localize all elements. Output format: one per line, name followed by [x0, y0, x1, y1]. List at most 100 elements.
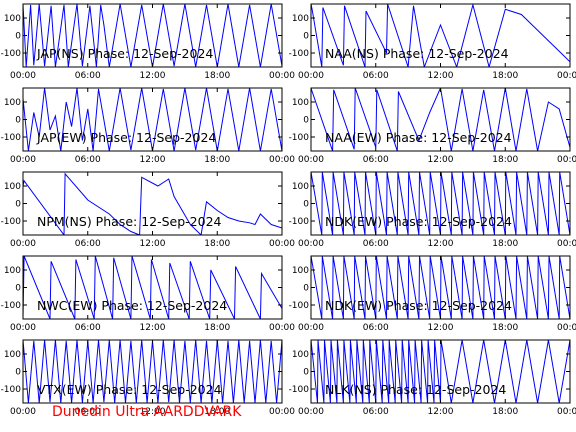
y-tick-label: -100 — [289, 217, 310, 227]
y-tick-label: 100 — [292, 266, 309, 276]
x-tick-label: 00:00 — [269, 155, 295, 165]
x-tick-label: 00:00 — [269, 407, 295, 417]
y-tick-label: -100 — [289, 301, 310, 311]
x-tick-label: 12:00 — [140, 71, 166, 81]
x-tick-label: 18:00 — [204, 407, 230, 417]
y-tick-label: 0 — [303, 368, 309, 378]
x-tick-label: 00:00 — [298, 407, 324, 417]
x-tick-label: 12:00 — [428, 323, 454, 333]
x-tick-label: 00:00 — [557, 155, 576, 165]
x-tick-label: 12:00 — [428, 407, 454, 417]
x-tick-label: 18:00 — [492, 407, 518, 417]
x-tick-label: 00:00 — [269, 239, 295, 249]
chart-title: JAP(EW) Phase: 12-Sep-2024 — [36, 130, 216, 145]
y-tick-label: 100 — [4, 14, 21, 24]
y-tick-label: -100 — [1, 385, 22, 395]
chart-title: NPM(NS) Phase: 12-Sep-2024 — [37, 214, 222, 229]
chart-panel-3: 00:00 06:00 12:00 18:00 00:00 100 0 -100 JAP(EW)… — [1, 87, 295, 165]
y-tick-label: 0 — [15, 284, 21, 294]
y-tick-label: 0 — [15, 200, 21, 210]
x-tick-label: 18:00 — [204, 239, 230, 249]
x-tick-label: 00:00 — [557, 407, 576, 417]
chart-panel-8: 00:00 06:00 12:00 18:00 00:00 100 0 -100 NDK(EW)… — [289, 255, 576, 333]
y-tick-label: 0 — [15, 32, 21, 42]
y-tick-label: -100 — [1, 133, 22, 143]
y-tick-label: -100 — [289, 49, 310, 59]
y-tick-label: 100 — [4, 182, 21, 192]
x-tick-label: 00:00 — [298, 323, 324, 333]
phase-trace — [311, 172, 570, 235]
chart-panel-10: 00:00 06:00 12:00 18:00 00:00 100 0 -100 NLK(NS)… — [289, 339, 576, 417]
x-tick-label: 00:00 — [10, 155, 36, 165]
chart-panel-1: 00:00 06:00 12:00 18:00 00:00 100 0 -100 JAP(NS)… — [1, 3, 295, 81]
y-tick-label: 100 — [4, 350, 21, 360]
x-tick-label: 18:00 — [492, 323, 518, 333]
station-label: Dunedin Ultra AARDDVARK — [52, 404, 242, 420]
x-tick-label: 00:00 — [557, 71, 576, 81]
x-tick-label: 00:00 — [298, 71, 324, 81]
x-tick-label: 00:00 — [557, 323, 576, 333]
chart-title: NAA(NS) Phase: 12-Sep-2024 — [325, 46, 509, 61]
x-tick-label: 00:00 — [269, 71, 295, 81]
x-tick-label: 06:00 — [75, 323, 101, 333]
y-tick-label: 100 — [292, 182, 309, 192]
x-tick-label: 06:00 — [363, 155, 389, 165]
y-tick-label: -100 — [1, 49, 22, 59]
phase-trace — [23, 4, 282, 67]
x-tick-label: 18:00 — [492, 239, 518, 249]
phase-trace — [23, 88, 282, 151]
y-tick-label: -100 — [1, 301, 22, 311]
chart-panel-2: 00:00 06:00 12:00 18:00 00:00 100 0 -100 NAA(NS)… — [289, 3, 576, 81]
x-tick-label: 06:00 — [75, 239, 101, 249]
x-tick-label: 06:00 — [363, 407, 389, 417]
x-tick-label: 12:00 — [428, 155, 454, 165]
y-tick-label: 0 — [303, 32, 309, 42]
chart-panel-9: 00:00 06:00 12:00 18:00 00:00 100 0 -100 VTX(EW)… — [1, 339, 295, 417]
chart-panel-7: 00:00 06:00 12:00 18:00 00:00 100 0 -100 NWC(EW)… — [1, 255, 295, 333]
y-tick-label: 100 — [4, 266, 21, 276]
x-tick-label: 18:00 — [492, 155, 518, 165]
y-tick-label: 0 — [303, 200, 309, 210]
x-tick-label: 18:00 — [492, 71, 518, 81]
x-tick-label: 00:00 — [10, 71, 36, 81]
y-tick-label: 100 — [4, 98, 21, 108]
y-tick-label: 100 — [292, 350, 309, 360]
chart-title: VTX(EW) Phase: 12-Sep-2024 — [37, 382, 222, 397]
chart-panel-4: 00:00 06:00 12:00 18:00 00:00 100 0 -100 NAA(EW)… — [289, 87, 576, 165]
x-tick-label: 06:00 — [363, 71, 389, 81]
x-tick-label: 06:00 — [363, 323, 389, 333]
chart-panel-6: 00:00 06:00 12:00 18:00 00:00 100 0 -100 NDK(EW)… — [289, 171, 576, 249]
phase-trace — [311, 88, 570, 151]
x-tick-label: 00:00 — [10, 239, 36, 249]
y-tick-label: -100 — [289, 385, 310, 395]
x-tick-label: 00:00 — [298, 155, 324, 165]
x-tick-label: 00:00 — [298, 239, 324, 249]
x-tick-label: 00:00 — [10, 323, 36, 333]
y-tick-label: 0 — [303, 284, 309, 294]
x-tick-label: 06:00 — [75, 407, 101, 417]
x-tick-label: 00:00 — [557, 239, 576, 249]
x-tick-label: 12:00 — [140, 239, 166, 249]
x-tick-label: 12:00 — [140, 323, 166, 333]
x-tick-label: 00:00 — [10, 407, 36, 417]
x-tick-label: 00:00 — [269, 323, 295, 333]
phase-trace — [311, 256, 570, 319]
x-tick-label: 06:00 — [363, 239, 389, 249]
chart-title: NDK(EW) Phase: 12-Sep-2024 — [325, 298, 512, 313]
x-tick-label: 06:00 — [75, 71, 101, 81]
y-tick-label: 0 — [303, 116, 309, 126]
x-tick-label: 18:00 — [204, 323, 230, 333]
x-tick-label: 18:00 — [204, 155, 230, 165]
y-tick-label: -100 — [1, 217, 22, 227]
y-tick-label: 0 — [15, 116, 21, 126]
chart-title: NDK(EW) Phase: 12-Sep-2024 — [325, 214, 512, 229]
x-tick-label: 12:00 — [428, 71, 454, 81]
chart-title: NAA(EW) Phase: 12-Sep-2024 — [325, 130, 512, 145]
x-tick-label: 06:00 — [75, 155, 101, 165]
chart-title: NWC(EW) Phase: 12-Sep-2024 — [37, 298, 227, 313]
phase-trace — [311, 340, 570, 403]
y-tick-label: 0 — [15, 368, 21, 378]
chart-title: JAP(NS) Phase: 12-Sep-2024 — [36, 46, 213, 61]
x-tick-label: 12:00 — [140, 407, 166, 417]
